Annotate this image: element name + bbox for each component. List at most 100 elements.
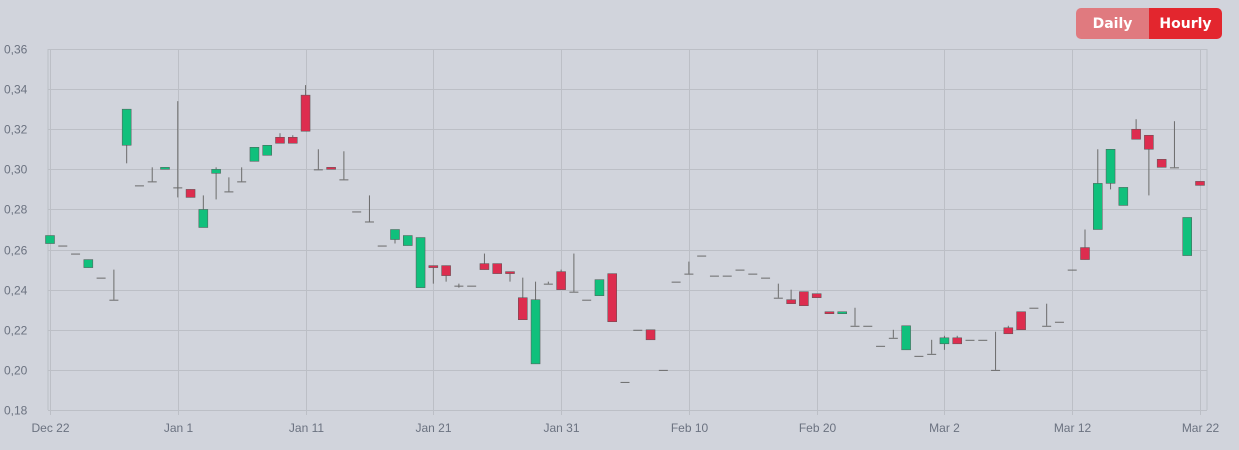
candle bbox=[160, 167, 170, 170]
y-tick-label: 0,30 bbox=[4, 163, 28, 177]
candle-body-down bbox=[1131, 128, 1141, 140]
candle-body-down bbox=[518, 297, 528, 321]
candle bbox=[224, 177, 234, 193]
y-tick-label: 0,20 bbox=[4, 364, 28, 378]
chart-grid bbox=[47, 49, 1208, 415]
candle bbox=[45, 235, 55, 244]
candle bbox=[799, 291, 809, 306]
candle-body-up bbox=[109, 299, 119, 301]
candle bbox=[722, 275, 732, 277]
candle-body-up bbox=[173, 187, 183, 189]
candle bbox=[1003, 325, 1014, 335]
candle bbox=[121, 108, 132, 164]
x-tick-label: Mar 2 bbox=[929, 421, 960, 435]
y-axis-ticks: 0,36 0,34 0,32 0,30 0,28 0,26 0,24 0,22 0,20 0,18 bbox=[4, 43, 28, 418]
candle-body-up bbox=[339, 179, 349, 181]
candle bbox=[390, 229, 400, 244]
x-axis-ticks: Dec 22 Jan 1 Jan 11 Jan 21 Jan 31 Feb 10 Feb 2… bbox=[31, 421, 1219, 435]
y-tick-label: 0,36 bbox=[4, 43, 28, 57]
candle bbox=[339, 151, 349, 181]
candle-body-up bbox=[211, 169, 221, 174]
candle bbox=[952, 335, 962, 345]
candle-body-up bbox=[134, 185, 144, 187]
candle bbox=[888, 329, 898, 339]
candle bbox=[1195, 181, 1205, 186]
candle-body-up bbox=[1054, 321, 1064, 323]
candle-body-up bbox=[876, 345, 886, 347]
candle bbox=[978, 339, 988, 341]
candle bbox=[237, 167, 247, 183]
x-tick-label: Mar 12 bbox=[1054, 421, 1092, 435]
candle bbox=[454, 283, 464, 288]
x-tick-label: Jan 1 bbox=[164, 421, 194, 435]
candle-body-up bbox=[978, 339, 988, 341]
candle-body-up bbox=[735, 269, 745, 271]
chart-candles bbox=[45, 85, 1205, 383]
candle bbox=[1016, 311, 1026, 331]
candle-body-up bbox=[224, 191, 234, 193]
candle-body-down bbox=[1195, 181, 1205, 186]
candle-body-up bbox=[1182, 217, 1192, 256]
candle-body-down bbox=[326, 167, 336, 170]
candle bbox=[518, 277, 528, 321]
candle bbox=[837, 311, 847, 314]
candle bbox=[249, 147, 260, 162]
candle bbox=[850, 307, 860, 327]
candle-body-up bbox=[914, 355, 924, 357]
candle-body-up bbox=[620, 381, 630, 383]
candle bbox=[594, 279, 605, 296]
candle-body-up bbox=[543, 283, 553, 285]
candle-body-up bbox=[850, 325, 860, 327]
candle-body-down bbox=[1080, 247, 1090, 260]
candle bbox=[288, 135, 298, 144]
candle-body-down bbox=[441, 265, 451, 276]
candle-body-down bbox=[505, 271, 515, 274]
candle bbox=[479, 253, 490, 270]
candle-body-up bbox=[773, 297, 783, 299]
candle bbox=[1169, 121, 1179, 169]
candle-body-up bbox=[403, 235, 413, 246]
daily-button[interactable]: Daily bbox=[1076, 8, 1149, 39]
y-tick-label: 0,22 bbox=[4, 324, 28, 338]
candle-body-up bbox=[390, 229, 400, 240]
candle-body-up bbox=[467, 285, 477, 287]
candle-body-up bbox=[96, 277, 106, 279]
candle-body-up bbox=[71, 253, 81, 255]
x-tick-label: Jan 31 bbox=[543, 421, 579, 435]
candle-body-down bbox=[1016, 311, 1026, 331]
candle bbox=[185, 189, 196, 198]
candle-body-down bbox=[479, 263, 490, 270]
candle bbox=[569, 253, 579, 293]
candle bbox=[262, 145, 272, 156]
candle bbox=[364, 195, 374, 223]
candle bbox=[211, 167, 221, 200]
candle bbox=[697, 255, 707, 257]
candle-body-down bbox=[556, 271, 566, 290]
candle-body-down bbox=[811, 293, 822, 298]
candle-body-up bbox=[364, 221, 374, 223]
timeframe-toggle: Daily Hourly bbox=[1076, 8, 1222, 39]
candle bbox=[620, 381, 630, 383]
candle-body-up bbox=[594, 279, 605, 296]
candle bbox=[773, 283, 783, 299]
candle bbox=[109, 269, 119, 301]
candle bbox=[415, 237, 426, 288]
y-tick-label: 0,34 bbox=[4, 83, 28, 97]
candle-body-up bbox=[1029, 307, 1039, 309]
candle bbox=[901, 325, 911, 351]
candle-body-up bbox=[45, 235, 55, 244]
hourly-button[interactable]: Hourly bbox=[1149, 8, 1222, 39]
candle bbox=[198, 195, 209, 228]
candle bbox=[352, 211, 362, 213]
candle-body-up bbox=[697, 255, 707, 257]
candle bbox=[83, 259, 94, 268]
candle bbox=[441, 265, 451, 282]
candle-body-up bbox=[530, 299, 541, 365]
candle bbox=[965, 339, 975, 341]
candle-body-down bbox=[952, 337, 962, 345]
candle bbox=[671, 281, 681, 283]
candle bbox=[684, 261, 694, 275]
candle bbox=[134, 185, 144, 187]
y-tick-label: 0,32 bbox=[4, 123, 28, 137]
x-tick-label: Jan 21 bbox=[415, 421, 451, 435]
